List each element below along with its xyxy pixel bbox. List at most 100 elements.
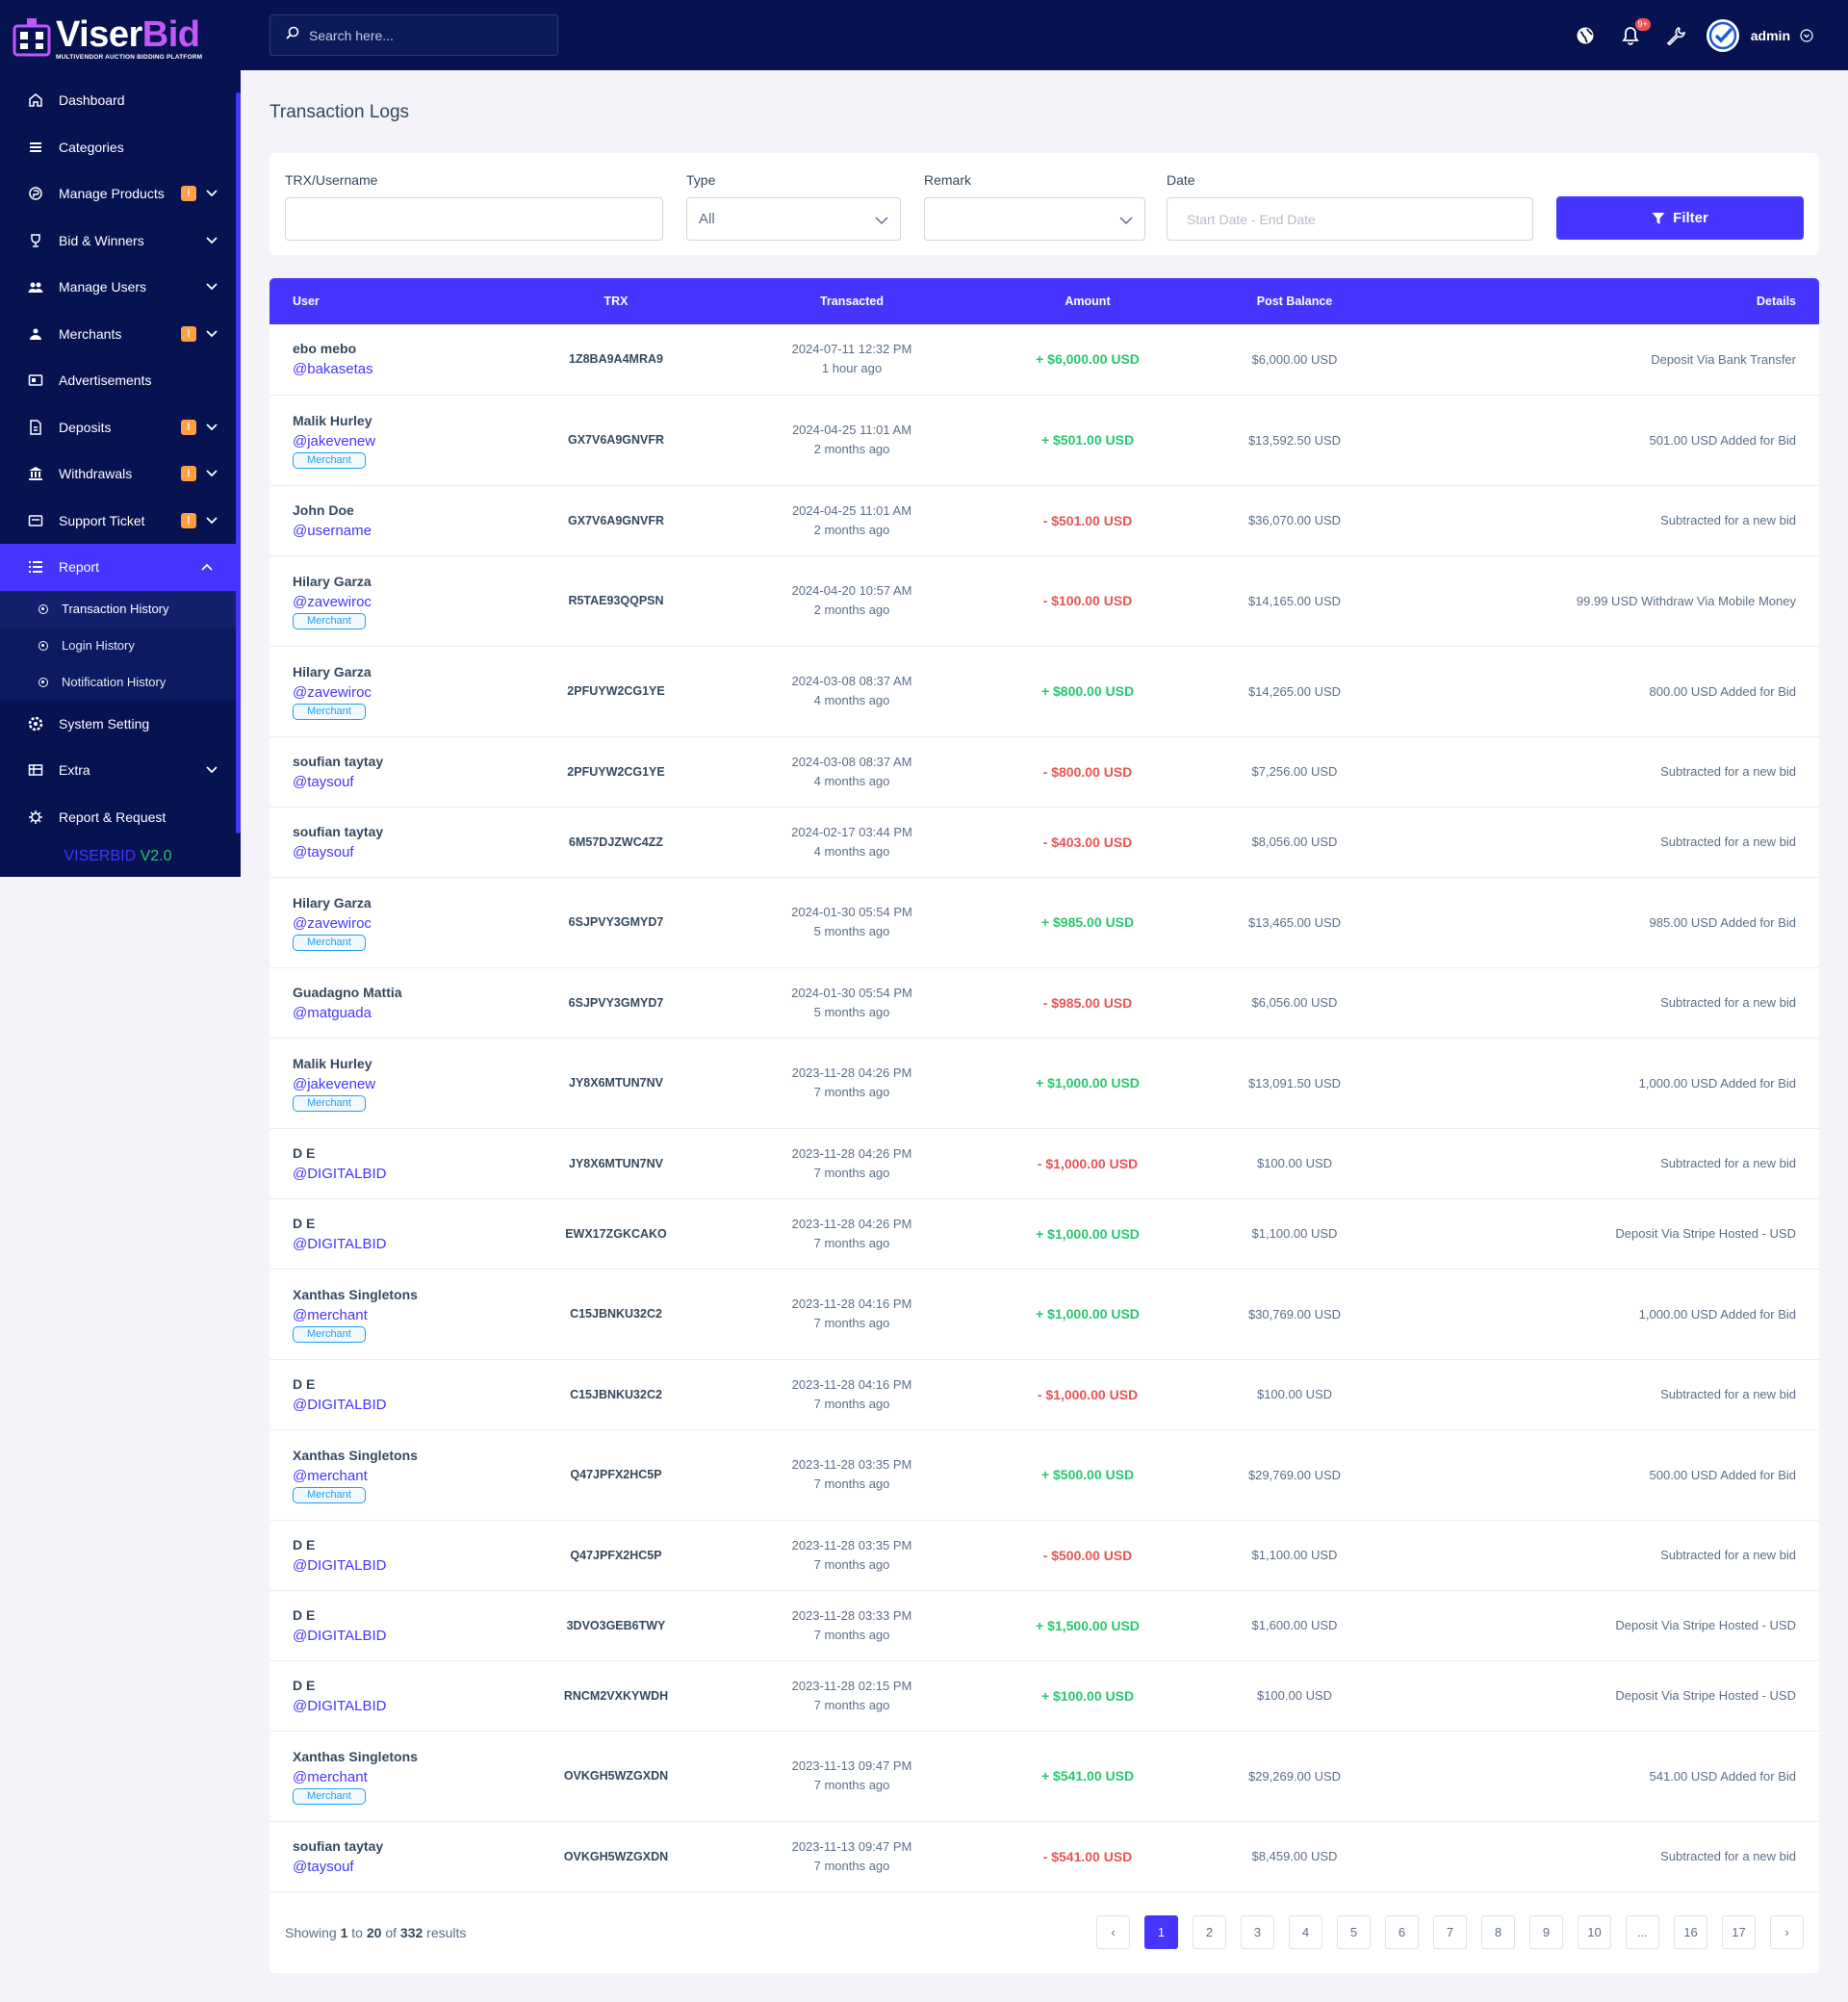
sidebar-item-merchants[interactable]: Merchants ! (0, 311, 241, 358)
sidebar-item-label: Manage Users (59, 279, 147, 295)
pagination-ellipsis[interactable]: ... (1626, 1915, 1659, 1949)
pagination-page-button[interactable]: 9 (1529, 1915, 1563, 1949)
sidebar: ViserBid MULTIVENDOR AUCTION BIDDING PLA… (0, 0, 241, 877)
user-handle-link[interactable]: @jakevenew (293, 1076, 376, 1092)
submenu-item-login-history[interactable]: Login History (0, 628, 241, 664)
transacted-ago: 7 months ago (813, 1085, 890, 1099)
sidebar-item-extra[interactable]: Extra (0, 747, 241, 794)
amount-value: - $100.00 USD (1042, 593, 1133, 608)
sidebar-item-manage-users[interactable]: Manage Users (0, 264, 241, 311)
amount-cell: - $403.00 USD (991, 807, 1184, 878)
logo[interactable]: ViserBid MULTIVENDOR AUCTION BIDDING PLA… (0, 0, 241, 77)
sidebar-item-label: Withdrawals (59, 466, 133, 482)
ticket-icon (27, 512, 44, 529)
pagination-page-button[interactable]: 2 (1193, 1915, 1226, 1949)
sidebar-item-dashboard[interactable]: Dashboard (0, 77, 241, 124)
sidebar-item-system-setting[interactable]: System Setting (0, 701, 241, 748)
user-handle-link[interactable]: @jakevenew (293, 433, 376, 449)
sidebar-item-report[interactable]: Report (0, 544, 236, 591)
summary-prefix: Showing (285, 1924, 337, 1940)
user-cell: soufian taytay @taysouf (270, 736, 520, 808)
sidebar-scrollbar[interactable] (236, 92, 241, 834)
globe-icon[interactable] (1574, 24, 1597, 47)
user-handle-link[interactable]: @DIGITALBID (293, 1556, 387, 1574)
user-handle-link[interactable]: @DIGITALBID (293, 1165, 387, 1182)
amount-cell: - $1,000.00 USD (991, 1359, 1184, 1430)
sidebar-item-report-request[interactable]: Report & Request (0, 794, 241, 841)
user-handle-link[interactable]: @merchant (293, 1307, 368, 1323)
summary-of-word: of (385, 1924, 398, 1940)
pagination-page-button[interactable]: 16 (1674, 1915, 1707, 1949)
user-cell: D E @DIGITALBID (270, 1359, 520, 1430)
search-box[interactable] (270, 14, 558, 56)
user-handle-link[interactable]: @DIGITALBID (293, 1235, 387, 1252)
user-handle-link[interactable]: @zavewiroc (293, 915, 372, 932)
pagination-page-button[interactable]: 17 (1722, 1915, 1756, 1949)
pagination-page-button[interactable]: 4 (1289, 1915, 1322, 1949)
pagination-page-button[interactable]: 6 (1385, 1915, 1419, 1949)
pagination-next-button[interactable]: › (1770, 1915, 1804, 1949)
circle-icon (38, 640, 48, 651)
user-handle-link[interactable]: @merchant (293, 1769, 368, 1785)
type-select[interactable]: All (686, 197, 901, 241)
user-handle-link[interactable]: @bakasetas (293, 361, 373, 378)
sidebar-item-categories[interactable]: Categories (0, 124, 241, 171)
merchant-badge: Merchant (293, 1095, 366, 1112)
sidebar-item-deposits[interactable]: Deposits ! (0, 404, 241, 451)
avatar[interactable] (1706, 18, 1739, 52)
user-handle-link[interactable]: @zavewiroc (293, 594, 372, 610)
details-cell: Subtracted for a new bid (1405, 807, 1819, 878)
user-name: Xanthas Singletons (293, 1749, 418, 1764)
trx-username-input[interactable] (285, 197, 663, 241)
trx-cell: 1Z8BA9A4MRA9 (520, 324, 712, 396)
report-icon (27, 558, 44, 576)
transacted-cell: 2023-11-28 03:33 PM 7 months ago (712, 1590, 991, 1661)
pagination-prev-button[interactable]: ‹ (1096, 1915, 1130, 1949)
remark-select[interactable] (924, 197, 1145, 241)
user-handle-link[interactable]: @zavewiroc (293, 684, 372, 701)
sidebar-item-support-ticket[interactable]: Support Ticket ! (0, 498, 241, 545)
pagination-page-button[interactable]: 3 (1241, 1915, 1274, 1949)
filter-button[interactable]: Filter (1556, 196, 1804, 240)
user-name: Xanthas Singletons (293, 1287, 418, 1302)
app-version: VISERBID V2.0 (0, 848, 236, 865)
user-handle-link[interactable]: @taysouf (293, 843, 354, 860)
submenu-item-transaction-history[interactable]: Transaction History (0, 590, 236, 628)
admin-name[interactable]: admin (1750, 27, 1790, 43)
user-handle-link[interactable]: @DIGITALBID (293, 1396, 387, 1413)
user-handle-link[interactable]: @merchant (293, 1468, 368, 1484)
circle-icon (38, 603, 48, 614)
version-number: V2.0 (140, 848, 172, 864)
pagination-page-button[interactable]: 8 (1481, 1915, 1515, 1949)
sidebar-item-label: Bid & Winners (59, 232, 144, 248)
search-input[interactable] (309, 27, 540, 43)
sidebar-item-manage-products[interactable]: Manage Products ! (0, 170, 241, 218)
user-handle-link[interactable]: @DIGITALBID (293, 1697, 387, 1714)
topbar: 9+ admin (241, 0, 1848, 70)
chevron-down-circle-icon[interactable] (1800, 28, 1813, 42)
amount-value: - $500.00 USD (1042, 1547, 1133, 1563)
user-handle-link[interactable]: @matguada (293, 1004, 372, 1021)
sidebar-item-bid-winners[interactable]: Bid & Winners (0, 218, 241, 265)
logo-text-second: Bid (141, 14, 200, 55)
sidebar-item-advertisements[interactable]: Advertisements (0, 357, 241, 404)
transacted-ago: 7 months ago (813, 1778, 890, 1792)
submenu-item-notification-history[interactable]: Notification History (0, 664, 241, 701)
gear-icon (27, 715, 44, 732)
user-handle-link[interactable]: @taysouf (293, 1858, 354, 1875)
pagination-page-button[interactable]: 10 (1578, 1915, 1611, 1949)
user-name: John Doe (293, 501, 354, 518)
chevron-down-icon (875, 213, 888, 229)
pagination-page-button[interactable]: 7 (1433, 1915, 1467, 1949)
bell-icon[interactable]: 9+ (1619, 17, 1651, 47)
user-handle-link[interactable]: @taysouf (293, 773, 354, 790)
wrench-icon[interactable] (1664, 24, 1687, 47)
user-cell: D E @DIGITALBID (270, 1128, 520, 1199)
sidebar-item-withdrawals[interactable]: Withdrawals ! (0, 450, 241, 498)
user-handle-link[interactable]: @DIGITALBID (293, 1627, 387, 1644)
pagination-page-button[interactable]: 5 (1337, 1915, 1371, 1949)
trx-cell: JY8X6MTUN7NV (520, 1128, 712, 1199)
user-handle-link[interactable]: @username (293, 522, 372, 539)
pagination-page-button[interactable]: 1 (1144, 1915, 1178, 1949)
date-range-input[interactable]: Start Date - End Date (1167, 197, 1533, 241)
